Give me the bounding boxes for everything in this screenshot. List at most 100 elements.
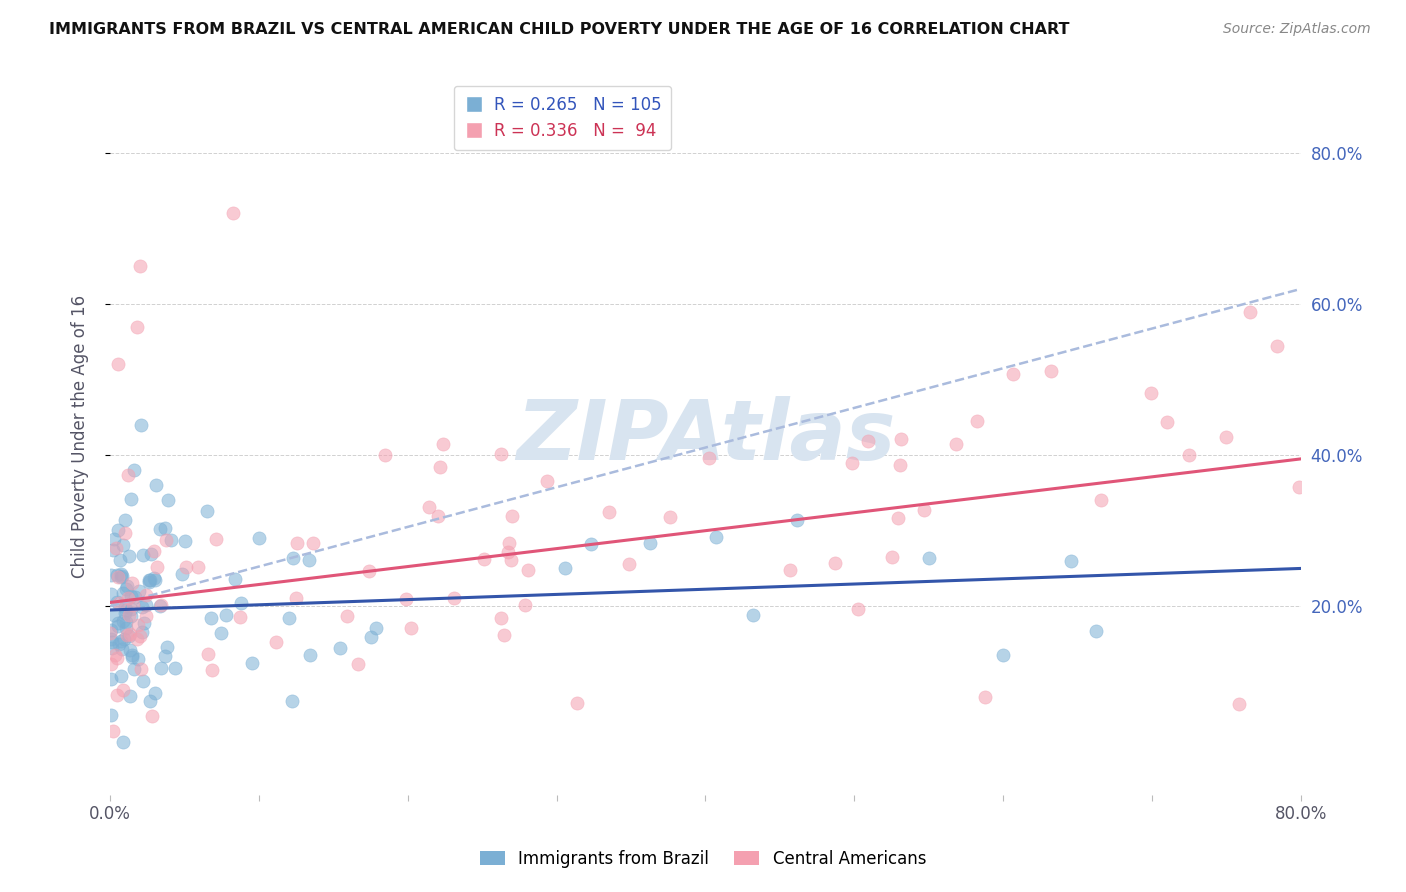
Point [115,621,138,635]
Point [172,566,194,581]
Point [638,536,661,550]
Point [115,602,138,616]
Point [513,598,536,612]
Point [856,434,879,448]
Point [150,660,173,674]
Point [617,557,640,571]
Point [841,456,863,470]
Point [283,551,305,566]
Point [118,627,141,641]
Point [120,689,142,703]
Point [1215,430,1237,444]
Point [111,569,134,583]
Point [301,536,323,550]
Point [105,651,128,665]
Point [135,608,157,623]
Point [120,602,142,616]
Point [101,635,124,649]
Point [945,437,967,451]
Point [174,560,197,574]
Point [1267,339,1289,353]
Point [240,656,263,670]
Point [132,674,155,689]
Point [107,619,129,633]
Point [966,414,988,428]
Point [846,602,869,616]
Point [209,626,232,640]
Point [141,709,163,723]
Legend: R = 0.265   N = 105, R = 0.336   N =  94: R = 0.265 N = 105, R = 0.336 N = 94 [454,86,671,150]
Point [374,449,396,463]
Point [205,532,228,546]
Point [536,475,558,489]
Point [284,591,307,605]
Point [122,463,145,477]
Point [127,632,149,647]
Point [1084,624,1107,638]
Point [887,510,910,524]
Point [103,724,125,739]
Point [163,660,186,674]
Point [516,563,538,577]
Point [491,447,513,461]
Point [105,595,128,609]
Point [280,694,302,708]
Point [153,648,176,663]
Point [112,632,135,646]
Point [973,690,995,704]
Point [100,640,122,655]
Point [299,648,322,662]
Point [111,614,134,628]
Point [200,611,222,625]
Point [499,553,522,567]
Point [108,637,131,651]
Point [360,630,382,644]
Point [786,513,808,527]
Point [155,521,177,535]
Point [187,559,209,574]
Point [108,552,131,566]
Point [122,662,145,676]
Point [121,576,143,591]
Point [100,587,122,601]
Point [395,591,418,606]
Point [100,672,122,686]
Point [100,707,122,722]
Point [824,557,846,571]
Point [114,526,136,541]
Point [432,437,454,451]
Point [401,621,423,635]
Point [357,565,380,579]
Point [128,584,150,599]
Point [336,609,359,624]
Point [111,538,134,552]
Point [127,652,149,666]
Point [779,562,801,576]
Point [889,458,911,473]
Point [229,610,252,624]
Point [160,533,183,547]
Point [124,590,146,604]
Point [741,608,763,623]
Point [138,575,160,590]
Point [114,607,136,621]
Point [127,617,149,632]
Point [100,657,122,671]
Point [138,694,160,708]
Point [104,648,127,663]
Point [129,260,152,274]
Point [128,629,150,643]
Point [121,598,143,612]
Point [118,608,141,623]
Point [115,582,138,596]
Point [138,574,160,588]
Point [496,545,519,559]
Point [174,533,197,548]
Point [222,206,245,220]
Point [1059,554,1081,568]
Point [1178,448,1201,462]
Point [100,567,122,582]
Point [107,523,129,537]
Point [127,319,149,334]
Point [117,591,139,605]
